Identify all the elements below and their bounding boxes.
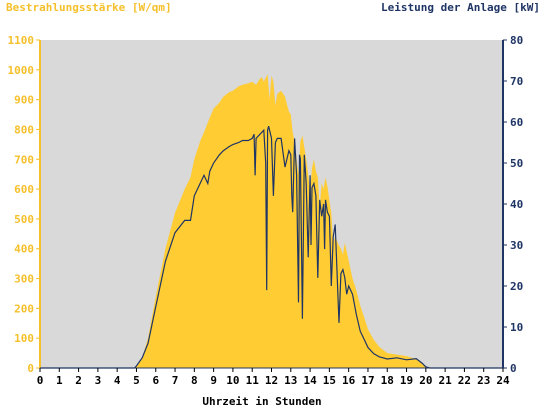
left-tick-label: 1100: [8, 34, 35, 47]
x-tick-label: 3: [95, 374, 102, 387]
x-tick-label: 13: [284, 374, 297, 387]
irradiance-area: [40, 74, 503, 369]
right-tick-label: 70: [510, 75, 523, 88]
left-tick-label: 300: [14, 273, 34, 286]
right-tick-labels: 0 10 20 30 40 50 60 70 80: [503, 34, 523, 375]
left-tick-label: 400: [14, 243, 34, 256]
x-tick-label: 10: [226, 374, 239, 387]
x-tick-label: 2: [75, 374, 82, 387]
left-axis-title: Bestrahlungsstärke [W/qm]: [6, 1, 172, 14]
left-tick-label: 1000: [8, 64, 35, 77]
left-tick-label: 700: [14, 153, 34, 166]
left-tick-label: 900: [14, 94, 34, 107]
x-tick-label: 24: [496, 374, 510, 387]
x-tick-label: 18: [381, 374, 394, 387]
x-tick-label: 6: [152, 374, 159, 387]
right-axis-title: Leistung der Anlage [kW]: [381, 1, 540, 14]
x-tick-label: 5: [133, 374, 140, 387]
x-tick-label: 20: [419, 374, 432, 387]
left-tick-label: 800: [14, 123, 34, 136]
right-tick-label: 20: [510, 280, 523, 293]
x-axis-title: Uhrzeit in Stunden: [202, 395, 321, 408]
left-tick-label: 600: [14, 183, 34, 196]
right-tick-label: 80: [510, 34, 523, 47]
x-tick-label: 11: [246, 374, 260, 387]
x-tick-label: 16: [342, 374, 356, 387]
x-tick-label: 21: [439, 374, 453, 387]
x-tick-label: 23: [477, 374, 490, 387]
left-tick-label: 0: [27, 362, 34, 375]
x-tick-label: 4: [114, 374, 121, 387]
irradiance-area-layer: [40, 74, 503, 369]
power-line-layer: [40, 125, 503, 369]
x-tick-label: 14: [303, 374, 317, 387]
x-tick-label: 1: [56, 374, 63, 387]
power-line: [40, 125, 503, 369]
right-tick-label: 50: [510, 157, 523, 170]
right-tick-label: 0: [510, 362, 517, 375]
x-tick-label: 7: [172, 374, 179, 387]
right-tick-label: 10: [510, 321, 523, 334]
x-tick-label: 15: [323, 374, 336, 387]
right-tick-label: 30: [510, 239, 523, 252]
left-tick-label: 100: [14, 332, 34, 345]
left-tick-label: 200: [14, 302, 34, 315]
x-tick-labels: 0 1 2 3 4 5 6 7 8 9 10 11 12 13 14 15 16 17 18 19 20 21 22 23 24: [37, 368, 510, 387]
right-tick-label: 60: [510, 116, 523, 129]
x-tick-label: 17: [361, 374, 374, 387]
x-tick-label: 8: [191, 374, 198, 387]
x-tick-label: 12: [265, 374, 278, 387]
right-tick-label: 40: [510, 198, 523, 211]
x-tick-label: 22: [458, 374, 471, 387]
x-tick-label: 9: [210, 374, 217, 387]
x-tick-label: 0: [37, 374, 44, 387]
left-tick-labels: 0 100 200 300 400 500 600 700 800 900 1000 1100: [8, 34, 40, 375]
left-tick-label: 500: [14, 213, 34, 226]
x-tick-label: 19: [400, 374, 413, 387]
